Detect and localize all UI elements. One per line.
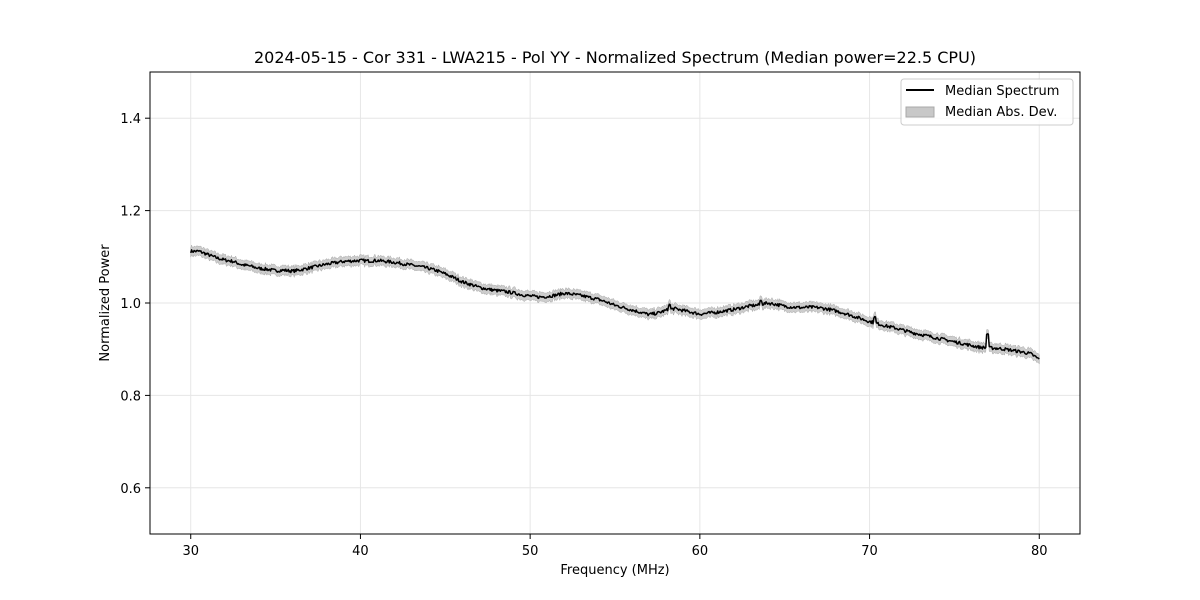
- y-axis-label: Normalized Power: [98, 244, 113, 362]
- mad-band: [190, 244, 1040, 365]
- mad-band-group: [190, 244, 1040, 365]
- x-tick-label-3: 60: [692, 544, 709, 559]
- x-tick-label-2: 50: [522, 544, 539, 559]
- legend-mad-label: Median Abs. Dev.: [945, 105, 1057, 120]
- x-axis-label: Frequency (MHz): [560, 563, 669, 578]
- x-tick-label-1: 40: [352, 544, 369, 559]
- y-axis-ticks: 0.6 0.8 1.0 1.2 1.4: [120, 112, 150, 497]
- legend: Median Spectrum Median Abs. Dev.: [900, 78, 1074, 126]
- y-tick-label-3: 1.2: [120, 205, 141, 220]
- x-tick-label-5: 80: [1031, 544, 1048, 559]
- legend-box: [900, 78, 1074, 126]
- chart-title: 2024-05-15 - Cor 331 - LWA215 - Pol YY -…: [254, 48, 976, 67]
- y-tick-label-0: 0.6: [120, 482, 141, 497]
- legend-mad-swatch: [905, 106, 935, 118]
- x-tick-label-0: 30: [182, 544, 199, 559]
- x-tick-label-4: 70: [861, 544, 878, 559]
- y-tick-label-4: 1.4: [120, 112, 141, 127]
- x-axis-ticks: 30 40 50 60 70 80: [182, 534, 1048, 559]
- legend-median-label: Median Spectrum: [945, 84, 1059, 99]
- median-spectrum-line: [190, 249, 1040, 360]
- y-tick-label-2: 1.0: [120, 297, 141, 312]
- y-tick-label-1: 0.8: [120, 389, 141, 404]
- median-line-group: [190, 249, 1040, 360]
